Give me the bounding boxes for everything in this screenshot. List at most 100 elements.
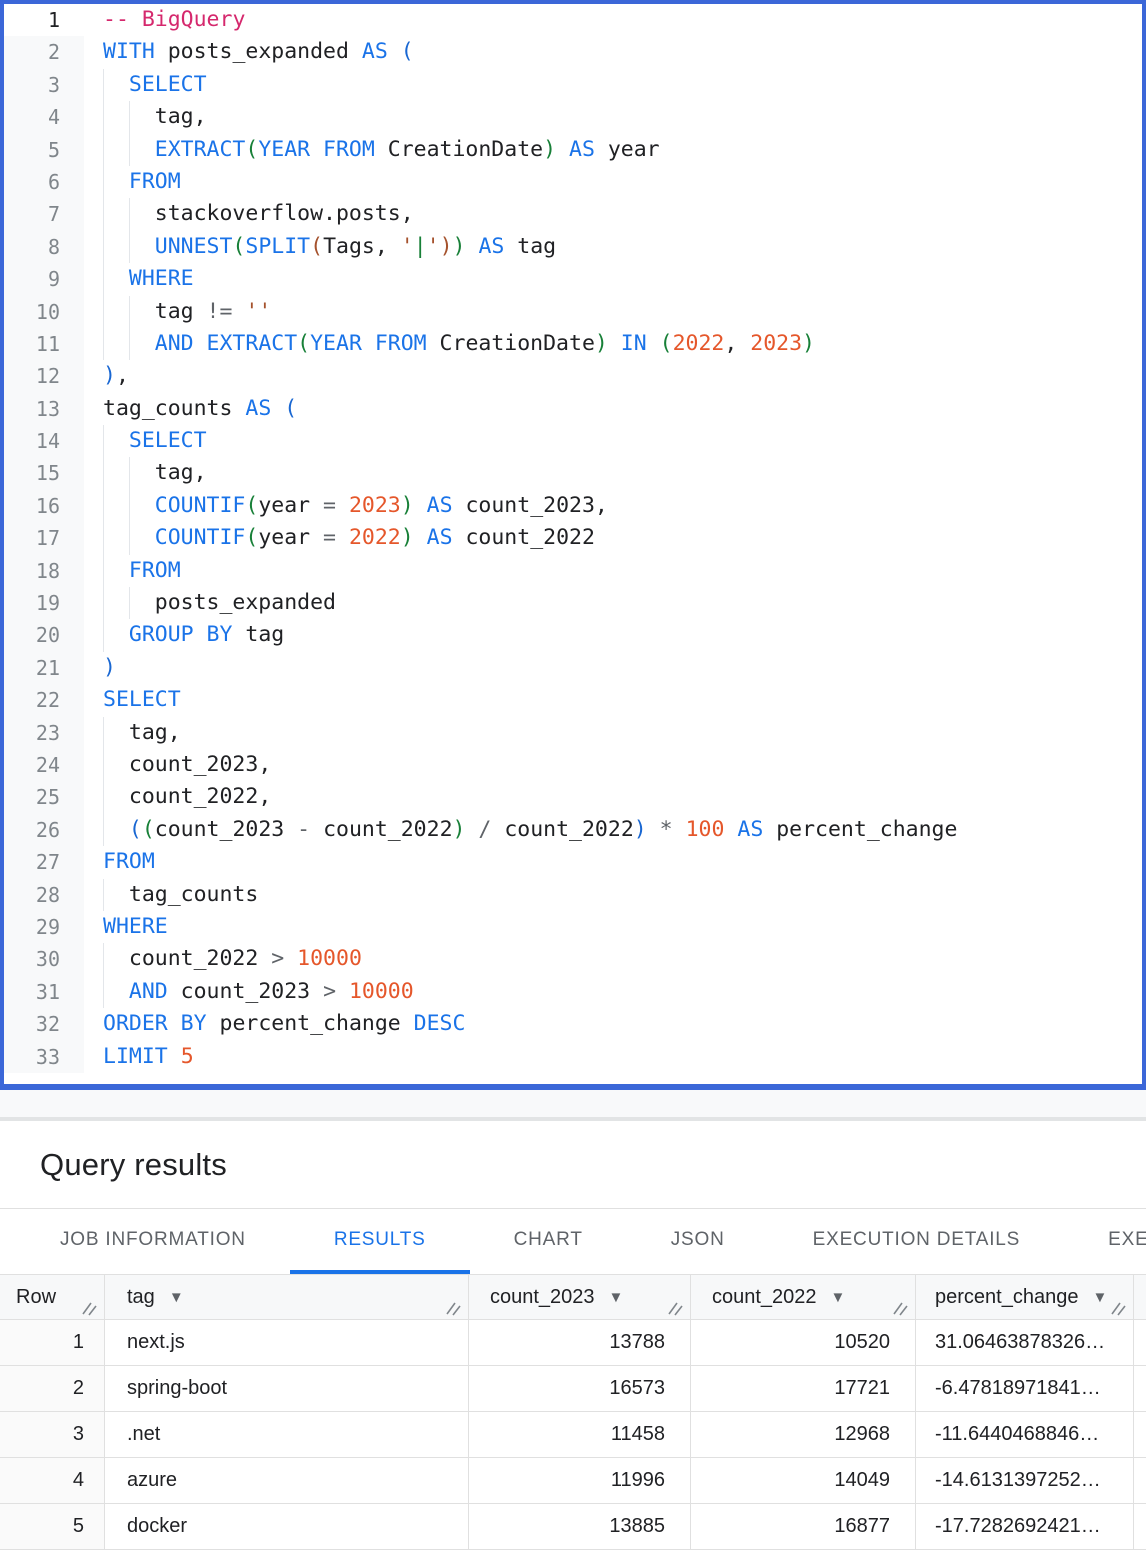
cell-value: -6.47818971841…: [935, 1377, 1101, 1399]
tab-chart[interactable]: CHART: [513, 1228, 583, 1250]
cell-value: 1: [72, 1331, 84, 1353]
code-token: tag: [504, 233, 557, 259]
code-token: ): [594, 330, 608, 356]
column-menu-icon[interactable]: ▼: [168, 1288, 184, 1306]
header-cell-count_2022[interactable]: count_2022 ▼: [691, 1275, 916, 1319]
code-token: 5: [180, 1043, 194, 1069]
column-menu-icon[interactable]: ▼: [1092, 1288, 1108, 1306]
code-token: year: [258, 525, 324, 551]
pane-resize-divider[interactable]: [0, 1117, 1146, 1121]
code-token: '': [245, 298, 272, 324]
code-token: ): [452, 233, 466, 259]
code-token: -- BigQuery: [103, 7, 246, 32]
code-line: 17 COUNTIF(year = 2022) AS count_2022: [4, 522, 1142, 555]
column-resize-icon[interactable]: [1109, 1295, 1131, 1317]
line-number: 11: [4, 327, 84, 361]
line-number: 17: [4, 522, 84, 555]
indent-guide: [103, 101, 129, 134]
column-resize-icon[interactable]: [666, 1295, 688, 1317]
cell-percent_change: -17.7282692421…: [916, 1504, 1134, 1549]
cell-row: 5: [0, 1504, 105, 1549]
cell-percent_change: -14.6131397252…: [916, 1458, 1134, 1503]
indent-guide: [103, 522, 129, 555]
code-token: ): [802, 330, 815, 356]
line-number: 6: [4, 165, 84, 199]
line-number: 23: [4, 716, 84, 749]
indent-guide: [103, 781, 129, 814]
code-line: 23 tag,: [4, 716, 1142, 749]
code-token: ,: [115, 363, 129, 389]
tab-execution-details[interactable]: EXECUTION DETAILS: [812, 1228, 1021, 1250]
cell-value: .net: [127, 1423, 161, 1445]
code-token: tag: [232, 622, 285, 648]
indent-guide: [103, 263, 129, 296]
header-cell-percent_change[interactable]: percent_change ▼: [916, 1275, 1134, 1319]
sql-editor[interactable]: 1 -- BigQuery 2 WITH posts_expanded AS (3 SE…: [0, 0, 1146, 1090]
code-line: 28 tag_counts: [4, 878, 1142, 911]
code-text: AND count_2023 > 10000: [84, 975, 1142, 1009]
header-cell-tag[interactable]: tag ▼: [105, 1275, 469, 1319]
header-cell-count_2023[interactable]: count_2023 ▼: [469, 1275, 691, 1319]
code-token: [194, 331, 207, 356]
code-token: YEAR FROM: [310, 330, 427, 356]
tab-json[interactable]: JSON: [670, 1228, 725, 1250]
cell-spacer: [1134, 1412, 1146, 1457]
code-token: =: [323, 492, 336, 518]
header-label: percent_change: [935, 1285, 1079, 1308]
code-token: [466, 234, 479, 259]
code-token: COUNTIF: [154, 525, 246, 551]
code-token: AS: [426, 525, 453, 551]
code-line: 13 tag_counts AS (: [4, 392, 1142, 426]
code-token: [388, 39, 401, 64]
column-menu-icon[interactable]: ▼: [608, 1288, 624, 1306]
cell-count_2023: 11996: [469, 1458, 691, 1503]
table-row: 3 .net 11458 12968 -11.6440468846…: [0, 1412, 1146, 1458]
tab-execution-graph[interactable]: EXECUTION GRAPH: [1108, 1228, 1146, 1250]
column-resize-icon[interactable]: [444, 1295, 466, 1317]
code-line: 30 count_2022 > 10000: [4, 943, 1142, 976]
cell-percent_change: -6.47818971841…: [916, 1366, 1134, 1411]
column-menu-icon[interactable]: ▼: [830, 1288, 846, 1306]
line-number: 22: [4, 684, 84, 717]
line-number: 10: [4, 295, 84, 328]
cell-value: 13885: [609, 1515, 665, 1537]
code-token: count_2022: [452, 525, 595, 551]
code-text: GROUP BY tag: [84, 619, 1142, 652]
tab-results[interactable]: RESULTS: [289, 1209, 470, 1274]
indent-guide: [103, 133, 129, 166]
code-token: ': [426, 233, 440, 259]
code-line: 14 SELECT: [4, 425, 1142, 458]
column-resize-icon[interactable]: [80, 1295, 102, 1317]
indent-guide: [128, 133, 155, 166]
table-row: 5 docker 13885 16877 -17.7282692421…: [0, 1504, 1146, 1550]
line-number: 28: [4, 878, 84, 911]
code-token: =: [323, 525, 336, 551]
code-line: 3 SELECT: [4, 68, 1142, 102]
code-token: posts_expanded: [154, 590, 336, 616]
header-cell-row[interactable]: Row: [0, 1275, 105, 1319]
code-token: AS: [245, 395, 272, 421]
code-line: 2 WITH posts_expanded AS (: [4, 36, 1142, 69]
indent-guide: [103, 878, 129, 911]
code-line: 11 AND EXTRACT(YEAR FROM CreationDate) IN…: [4, 327, 1142, 361]
code-token: >: [271, 946, 285, 972]
column-resize-icon[interactable]: [891, 1295, 913, 1317]
code-line: 1 -- BigQuery: [4, 4, 1142, 37]
header-label: Row: [16, 1285, 57, 1308]
code-token: /: [478, 816, 492, 842]
code-token: WITH: [103, 39, 155, 65]
cell-value: 5: [72, 1515, 84, 1537]
indent-guide: [128, 327, 155, 361]
tab-job-information[interactable]: JOB INFORMATION: [60, 1228, 246, 1250]
indent-guide: [128, 457, 155, 490]
code-token: 10000: [348, 978, 414, 1004]
indent-guide: [128, 101, 155, 134]
code-text: SELECT: [84, 684, 1142, 716]
results-table: Row tag ▼ count_2023 ▼ count_2022 ▼ percent_cha…: [0, 1275, 1146, 1550]
line-number: 24: [4, 748, 84, 782]
indent-guide: [103, 295, 129, 328]
code-token: count_2022: [310, 816, 453, 842]
code-token: [608, 331, 621, 356]
line-number: 18: [4, 554, 84, 588]
code-token: SELECT: [103, 687, 181, 713]
